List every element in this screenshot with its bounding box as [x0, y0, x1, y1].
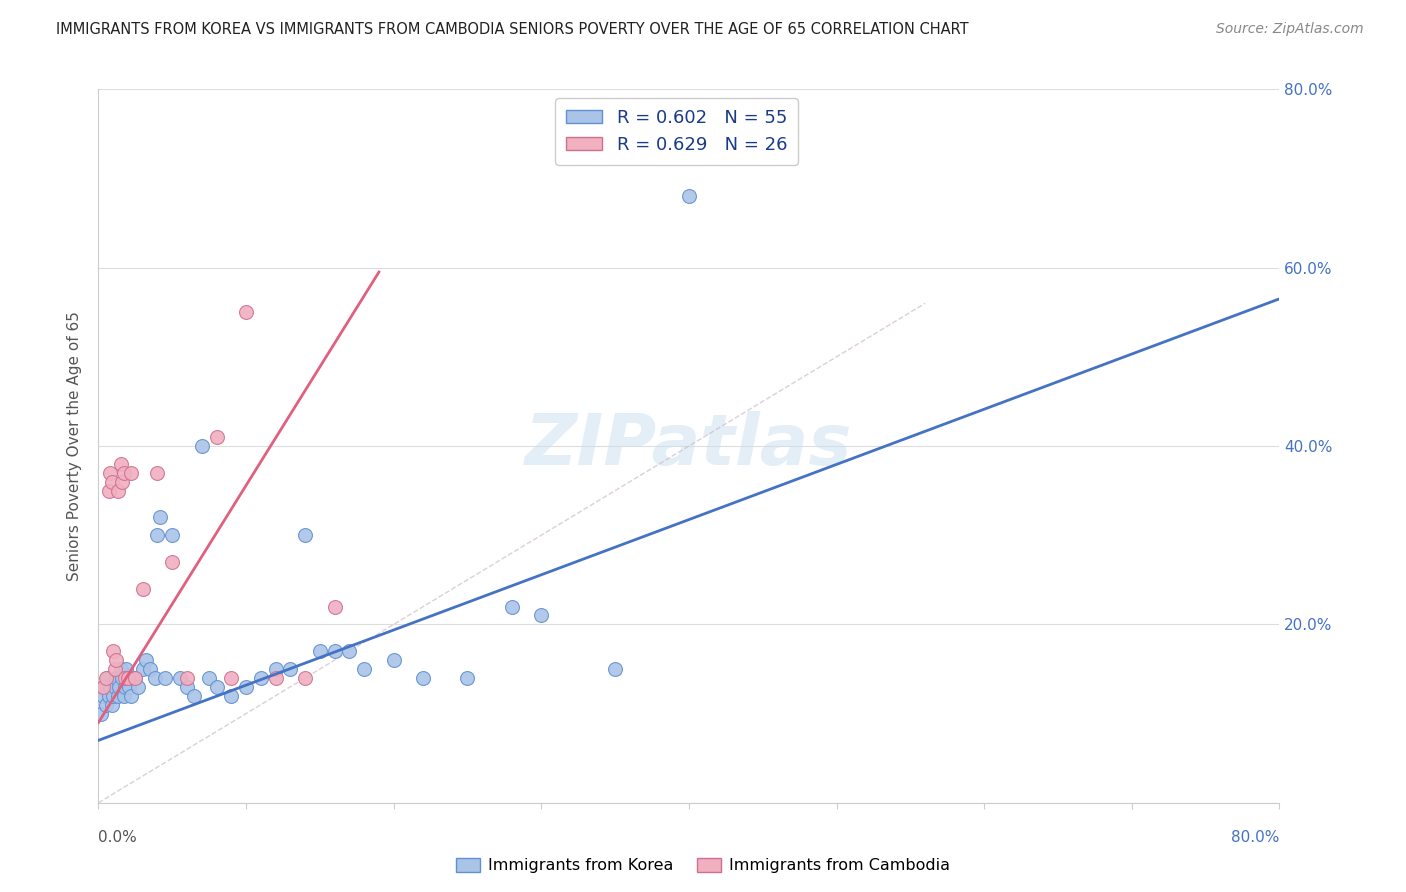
Point: [91, 689, 114, 703]
Point: [146, 528, 169, 542]
Point: [309, 644, 332, 658]
Point: [264, 671, 287, 685]
Point: [162, 555, 183, 569]
Point: [124, 671, 146, 685]
Point: [339, 644, 360, 658]
Point: [100, 698, 122, 712]
Point: [120, 689, 142, 703]
Text: IMMIGRANTS FROM KOREA VS IMMIGRANTS FROM CAMBODIA SENIORS POVERTY OVER THE AGE O: IMMIGRANTS FROM KOREA VS IMMIGRANTS FROM…: [56, 22, 969, 37]
Point: [205, 680, 228, 694]
Point: [108, 680, 131, 694]
Point: [205, 430, 228, 444]
Point: [456, 671, 478, 685]
Point: [149, 510, 172, 524]
Point: [105, 671, 128, 685]
Point: [219, 671, 242, 685]
Point: [94, 698, 117, 712]
Point: [605, 662, 627, 676]
Point: [111, 671, 134, 685]
Point: [412, 671, 434, 685]
Text: 80.0%: 80.0%: [1232, 830, 1279, 845]
Text: ZIPatlas: ZIPatlas: [526, 411, 852, 481]
Text: 0.0%: 0.0%: [98, 830, 138, 845]
Point: [323, 599, 346, 614]
Point: [94, 671, 117, 685]
Point: [103, 644, 125, 658]
Point: [117, 671, 139, 685]
Point: [120, 466, 142, 480]
Point: [162, 528, 183, 542]
Point: [501, 599, 523, 614]
Point: [107, 483, 129, 498]
Point: [100, 475, 122, 489]
Point: [264, 662, 287, 676]
Point: [143, 671, 166, 685]
Point: [323, 644, 346, 658]
Point: [353, 662, 375, 676]
Point: [115, 662, 138, 676]
Text: Source: ZipAtlas.com: Source: ZipAtlas.com: [1216, 22, 1364, 37]
Legend: Immigrants from Korea, Immigrants from Cambodia: Immigrants from Korea, Immigrants from C…: [450, 851, 956, 880]
Point: [90, 706, 112, 721]
Point: [191, 439, 214, 453]
Point: [91, 680, 114, 694]
Point: [97, 689, 120, 703]
Point: [176, 680, 198, 694]
Point: [105, 653, 128, 667]
Y-axis label: Seniors Poverty Over the Age of 65: Seniors Poverty Over the Age of 65: [67, 311, 83, 581]
Point: [169, 671, 191, 685]
Point: [135, 653, 157, 667]
Point: [98, 680, 121, 694]
Legend: R = 0.602   N = 55, R = 0.629   N = 26: R = 0.602 N = 55, R = 0.629 N = 26: [555, 98, 799, 165]
Point: [104, 662, 127, 676]
Point: [294, 671, 316, 685]
Point: [114, 680, 136, 694]
Point: [294, 528, 316, 542]
Point: [98, 466, 121, 480]
Point: [219, 689, 242, 703]
Point: [96, 671, 118, 685]
Point: [112, 466, 135, 480]
Point: [678, 189, 700, 203]
Point: [146, 466, 169, 480]
Point: [93, 680, 115, 694]
Point: [104, 680, 127, 694]
Point: [235, 305, 257, 319]
Point: [250, 671, 273, 685]
Point: [132, 662, 155, 676]
Point: [132, 582, 155, 596]
Point: [114, 671, 136, 685]
Point: [278, 662, 302, 676]
Point: [235, 680, 257, 694]
Point: [97, 483, 120, 498]
Point: [110, 662, 132, 676]
Point: [127, 680, 149, 694]
Point: [118, 680, 141, 694]
Point: [107, 689, 129, 703]
Point: [176, 671, 198, 685]
Point: [117, 671, 139, 685]
Point: [112, 689, 135, 703]
Point: [103, 689, 125, 703]
Point: [111, 475, 134, 489]
Point: [153, 671, 176, 685]
Point: [198, 671, 221, 685]
Point: [382, 653, 405, 667]
Point: [110, 457, 132, 471]
Point: [139, 662, 162, 676]
Point: [183, 689, 205, 703]
Point: [124, 671, 146, 685]
Point: [530, 608, 553, 623]
Point: [121, 671, 143, 685]
